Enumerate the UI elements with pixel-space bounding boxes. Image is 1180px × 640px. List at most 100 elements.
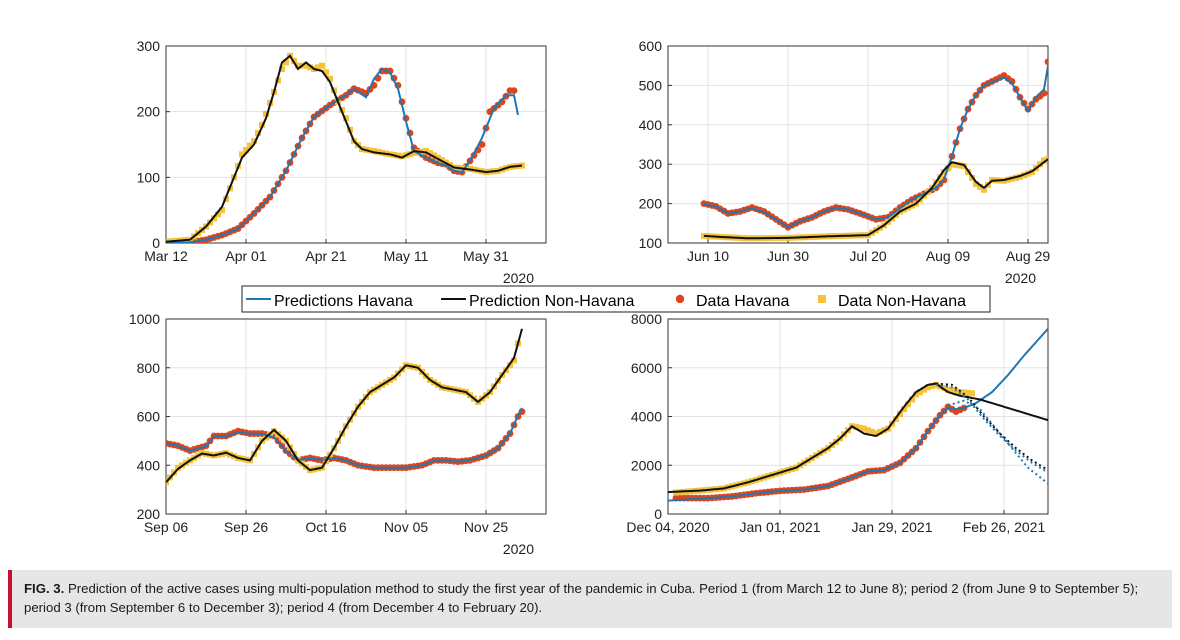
data-point-non-havana	[1053, 150, 1059, 156]
x-tick-label: Aug 09	[926, 248, 971, 264]
y-tick-label: 800	[137, 360, 161, 376]
data-point-non-havana	[511, 357, 517, 364]
x-tick-label: Jun 30	[767, 248, 809, 264]
data-point-non-havana	[941, 169, 947, 176]
data-point-non-havana	[957, 162, 963, 169]
x-tick-label: May 31	[463, 248, 509, 264]
series-line-predictions-havana	[166, 67, 519, 243]
legend-swatch-data-non-havana	[818, 295, 826, 303]
x-tick-label: Apr 01	[225, 248, 266, 264]
chart-panel-4: 0 2000 4000 6000 8000 Dec 04, 2020 Jan 01, 202…	[626, 311, 1049, 535]
x-tick-label: Apr 21	[305, 248, 346, 264]
series-line-prediction-non-havana	[166, 328, 523, 483]
y-tick-label: 200	[639, 196, 663, 212]
data-point-non-havana	[913, 391, 919, 398]
y-tick-label: 2000	[631, 457, 662, 473]
data-point-non-havana	[263, 110, 269, 117]
data-point-non-havana	[323, 69, 329, 76]
data-point-non-havana	[965, 389, 971, 396]
y-tick-label: 0	[654, 506, 662, 522]
plot-content	[166, 52, 525, 243]
legend-label-data-non-havana: Data Non-Havana	[838, 293, 966, 310]
data-point-non-havana	[431, 152, 437, 159]
series-line-prediction-non-havana	[703, 158, 1048, 240]
x-tick-label: Nov 25	[464, 519, 509, 535]
data-point-non-havana	[279, 65, 285, 72]
y-tick-label: 0	[152, 235, 160, 251]
series-line-predictions-havana	[166, 407, 523, 469]
y-tick-label: 6000	[631, 360, 662, 376]
plot-frame	[667, 45, 1049, 244]
data-point-non-havana	[961, 389, 967, 396]
data-point-non-havana	[917, 389, 923, 396]
y-tick-label: 500	[639, 77, 663, 93]
data-point-non-havana	[897, 411, 903, 418]
year-label: 2020	[503, 270, 534, 286]
data-point-non-havana	[307, 64, 313, 71]
data-point-non-havana	[857, 424, 863, 431]
data-point-non-havana	[861, 425, 867, 432]
data-point-non-havana	[949, 387, 955, 394]
plot-frame	[165, 318, 547, 515]
x-tick-label: Nov 05	[384, 519, 429, 535]
data-point-non-havana	[423, 148, 429, 155]
y-tick-label: 400	[137, 457, 161, 473]
x-tick-label: Sep 06	[144, 519, 189, 535]
y-tick-label: 8000	[631, 311, 662, 327]
data-point-non-havana	[945, 386, 951, 393]
y-tick-label: 600	[639, 38, 663, 54]
legend-label-predictions-havana: Predictions Havana	[274, 293, 413, 310]
data-point-non-havana	[375, 148, 381, 155]
data-point-havana	[1049, 66, 1056, 73]
series-line-prediction-non-havana	[166, 54, 523, 243]
plot-frame	[667, 318, 1049, 515]
data-point-non-havana	[901, 406, 907, 413]
data-point-non-havana	[1049, 154, 1055, 160]
data-point-non-havana	[925, 384, 931, 391]
legend: Predictions Havana Prediction Non-Havana…	[241, 285, 991, 313]
data-point-non-havana	[219, 207, 225, 214]
data-point-non-havana	[283, 59, 289, 66]
data-point-non-havana	[211, 215, 217, 222]
data-point-non-havana	[873, 430, 879, 437]
x-tick-label: Sep 26	[224, 519, 269, 535]
y-tick-label: 600	[137, 409, 161, 425]
data-point-non-havana	[949, 161, 955, 168]
x-tick-label: Feb 26, 2021	[963, 519, 1046, 535]
y-tick-label: 400	[639, 117, 663, 133]
data-point-non-havana	[303, 62, 309, 69]
data-point-non-havana	[973, 180, 979, 187]
data-point-non-havana	[243, 146, 249, 153]
x-tick-label: Jan 01, 2021	[740, 519, 821, 535]
data-point-non-havana	[977, 183, 983, 190]
y-tick-label: 4000	[631, 409, 662, 425]
data-point-non-havana	[319, 62, 325, 69]
data-point-non-havana	[905, 401, 911, 408]
data-point-non-havana	[969, 390, 975, 397]
y-tick-label: 200	[137, 506, 161, 522]
data-point-non-havana	[215, 211, 221, 218]
y-tick-label: 300	[137, 38, 161, 54]
x-tick-label: Dec 04, 2020	[626, 519, 709, 535]
data-point-non-havana	[251, 138, 257, 145]
plot-content	[166, 328, 526, 486]
figure-caption-text: Prediction of the active cases using mul…	[24, 581, 1139, 615]
x-tick-label: Oct 16	[305, 519, 346, 535]
data-point-non-havana	[953, 161, 959, 168]
chart-panel-2: 100 200 300 400 500 600 Jun 10 Jun 30 Jul 20 Aug …	[639, 38, 1060, 286]
data-point-non-havana	[343, 115, 349, 122]
data-point-non-havana	[877, 428, 883, 435]
data-point-non-havana	[435, 154, 441, 161]
y-tick-label: 200	[137, 104, 161, 120]
data-point-non-havana	[239, 151, 245, 158]
data-point-non-havana	[327, 75, 333, 82]
legend-swatch-data-havana	[675, 294, 685, 304]
data-point-havana	[1053, 84, 1060, 91]
data-point-non-havana	[929, 383, 935, 390]
data-point-havana	[510, 87, 518, 95]
data-point-non-havana	[399, 153, 405, 160]
series-line-predictions-havana	[668, 328, 1048, 502]
data-point-non-havana	[941, 385, 947, 392]
series-line-predictions-havana	[703, 63, 1048, 229]
x-tick-label: May 11	[384, 248, 429, 264]
